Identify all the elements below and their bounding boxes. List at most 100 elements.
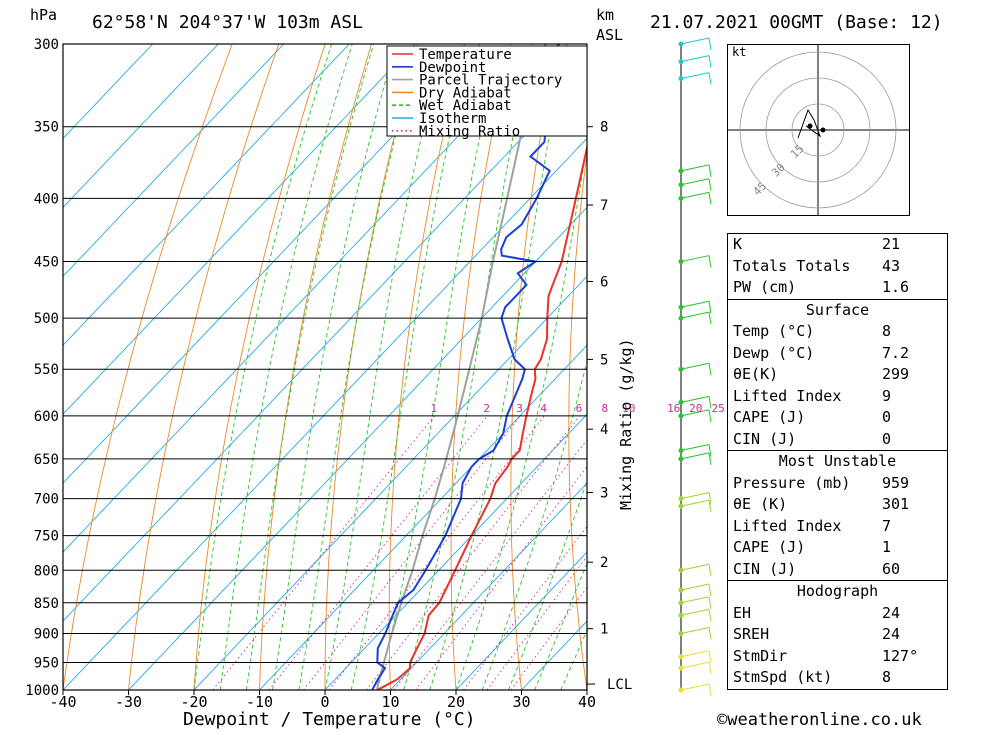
pressure-tick-label: 300 xyxy=(34,37,59,53)
pressure-tick-label: 700 xyxy=(34,492,59,508)
wind-barb xyxy=(680,492,710,500)
mixing-ratio-line xyxy=(366,415,580,690)
wind-barb xyxy=(680,37,710,45)
dry-adiabat-line xyxy=(975,44,1000,690)
pressure-tick-label: 400 xyxy=(34,191,59,207)
wind-barb-flag xyxy=(708,683,712,697)
wind-barb-flag xyxy=(708,255,712,268)
wet-adiabat-line xyxy=(481,359,587,690)
unit-asl: ASL xyxy=(596,26,624,44)
mu-pressure: Pressure (mb) 959 xyxy=(733,473,910,492)
x-tick-label: 0 xyxy=(320,693,329,711)
pressure-tick-label: 900 xyxy=(34,626,59,642)
copyright[interactable]: ©weatheronline.co.uk xyxy=(717,710,922,730)
wind-barb-flag xyxy=(708,609,712,622)
lcl-label: LCL xyxy=(607,677,632,693)
mixing-ratio-label: 3 xyxy=(516,402,523,415)
pressure-tick-label: 950 xyxy=(34,655,59,671)
wind-barb xyxy=(680,608,710,616)
wind-barb-flag xyxy=(708,650,712,663)
x-tick-label: 30 xyxy=(512,693,530,711)
wet-adiabat-line xyxy=(403,44,533,690)
wind-barb-flag xyxy=(708,178,712,191)
pressure-tick-label: 500 xyxy=(34,311,59,327)
isotherm-line xyxy=(63,137,587,690)
wind-barb xyxy=(680,661,710,669)
wind-barb xyxy=(680,311,710,319)
km-tick-label: 3 xyxy=(600,485,608,501)
mixing-ratio-label: 10 xyxy=(622,402,635,415)
wind-barb-flag xyxy=(708,627,712,640)
wet-adiabat-line xyxy=(193,44,333,690)
wind-barb xyxy=(680,55,710,63)
surface-temp: Temp (°C) 8 xyxy=(733,322,892,340)
wind-barb xyxy=(680,300,710,308)
mu-cin: CIN (J) 60 xyxy=(733,559,901,578)
hodograph-unit: kt xyxy=(732,45,747,59)
wind-level-dot xyxy=(678,59,684,65)
mixing-ratio-line xyxy=(510,586,587,690)
isotherm-line xyxy=(63,44,416,415)
isotherm-line xyxy=(63,44,547,553)
isotherm-line xyxy=(63,44,154,140)
wind-barb xyxy=(680,191,710,199)
surface-li: Lifted Index 9 xyxy=(733,386,892,405)
header-datetime: 21.07.2021 00GMT (Base: 12) xyxy=(650,12,943,33)
wind-barb xyxy=(680,362,710,370)
hodo-stmdir: StmDir 127° xyxy=(733,646,919,665)
km-tick-label: 8 xyxy=(600,120,608,136)
wet-adiabat-line xyxy=(455,144,587,690)
unit-km: km xyxy=(596,6,615,24)
wind-barb xyxy=(680,452,710,460)
x-tick-label: 20 xyxy=(447,693,465,711)
mu-cape: CAPE (J) 1 xyxy=(733,538,892,556)
wind-barb xyxy=(680,563,710,571)
hodograph-ring xyxy=(791,103,845,157)
y-axis-mixing-label: Mixing Ratio (g/kg) xyxy=(617,338,635,510)
wet-adiabat-line xyxy=(507,479,587,690)
mixing-ratio-line xyxy=(393,439,587,690)
wet-adiabat-line xyxy=(324,44,445,690)
wind-barb xyxy=(680,178,710,186)
wind-barb xyxy=(680,626,710,634)
wind-barb-flag xyxy=(708,55,712,68)
hodograph-ring xyxy=(765,77,871,183)
mixing-ratio-label: 25 xyxy=(712,402,725,415)
x-axis-label: Dewpoint / Temperature (°C) xyxy=(183,709,476,730)
wind-barb xyxy=(680,409,710,417)
surface-dewp: Dewp (°C) 7.2 xyxy=(733,343,910,362)
km-tick-label: 2 xyxy=(600,555,608,571)
wind-barb-flag xyxy=(708,312,712,325)
wind-barb-flag xyxy=(708,500,712,513)
isotherm-line xyxy=(128,206,587,690)
legend-box xyxy=(386,45,588,137)
index-pw: PW (cm) 1.6 xyxy=(733,278,910,296)
wind-barb-flag xyxy=(708,564,712,577)
hodograph-mean-dot xyxy=(807,123,813,129)
wind-barb-flag xyxy=(708,444,712,457)
wind-barb xyxy=(680,444,710,452)
hodo-sreh: SREH 24 xyxy=(733,625,901,643)
wet-adiabat-line xyxy=(245,44,375,690)
dry-adiabat-line xyxy=(679,44,718,690)
indices-table: K 21 Totals Totals 43 PW (cm) 1.6 Surface T… xyxy=(727,233,948,690)
km-tick-label: 5 xyxy=(600,352,608,368)
dry-adiabat-line xyxy=(568,149,587,690)
surface-theta: θE(K) 299 xyxy=(733,365,910,383)
dry-adiabat-line xyxy=(510,44,558,690)
isotherm-line xyxy=(193,275,587,690)
pressure-tick-label: 800 xyxy=(34,563,59,579)
x-tick-label: -20 xyxy=(180,693,207,711)
wet-adiabat-line xyxy=(376,44,501,690)
surface-cape: CAPE (J) 0 xyxy=(733,408,892,426)
legend-entry: Mixing Ratio xyxy=(419,124,520,140)
dry-adiabat-line xyxy=(450,44,512,690)
x-tick-label: -40 xyxy=(49,693,76,711)
legend-entry: Wet Adiabat xyxy=(419,98,512,114)
wet-adiabat-line xyxy=(429,44,568,690)
wind-barb-flag xyxy=(708,452,712,465)
wind-barb-flag xyxy=(708,596,712,609)
hodo-title: Hodograph xyxy=(796,582,879,600)
unit-hpa: hPa xyxy=(30,6,58,24)
